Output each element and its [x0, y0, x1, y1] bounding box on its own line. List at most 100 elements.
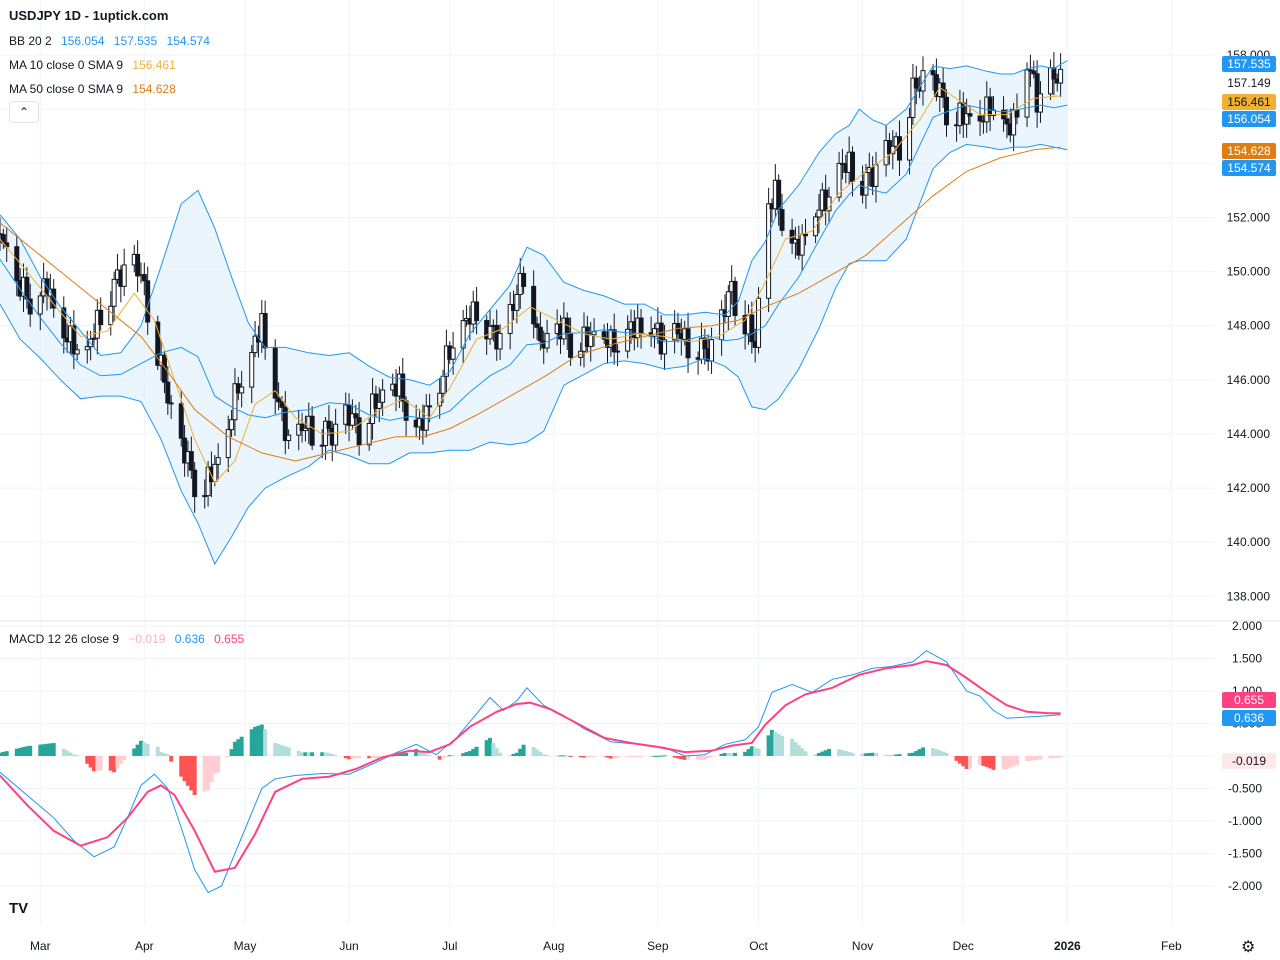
macd-histogram-bar: [635, 756, 640, 757]
macd-histogram-bar: [813, 754, 818, 756]
legend-ma50[interactable]: MA 50 close 0 SMA 9 154.628: [9, 82, 176, 96]
macd-histogram-bar: [686, 756, 691, 760]
macd-histogram-bar: [118, 756, 123, 765]
macd-histogram-bar: [672, 756, 677, 758]
macd-histogram-bar: [1058, 756, 1063, 758]
candle-body: [366, 422, 372, 446]
macd-histogram-bar: [236, 739, 241, 756]
macd-histogram-bar: [461, 753, 466, 756]
gear-icon[interactable]: ⚙: [1241, 939, 1256, 956]
macd-histogram-bar: [733, 752, 738, 756]
candle-body: [907, 117, 913, 161]
tag-last-price: 157.149: [1222, 75, 1276, 91]
macd-histogram-bar: [934, 749, 939, 756]
macd-histogram-bar: [71, 754, 76, 756]
macd-histogram-bar: [897, 754, 902, 756]
macd-histogram-bar: [488, 737, 493, 756]
macd-histogram-bar: [803, 751, 808, 756]
macd-histogram-bar: [561, 755, 566, 757]
macd-histogram-bar: [719, 753, 724, 756]
price-axis-label: 152.000: [1227, 210, 1271, 224]
macd-histogram-bar: [518, 748, 523, 756]
macd-histogram-bar: [162, 753, 167, 756]
macd-histogram-bar: [85, 756, 90, 764]
macd-histogram-bar: [608, 756, 613, 759]
candle-body: [732, 280, 738, 316]
candle-body: [353, 413, 359, 419]
macd-histogram-bar: [874, 753, 879, 756]
macd-histogram-bar: [24, 746, 29, 756]
legend-bb[interactable]: BB 20 2 156.054 157.535 154.574: [9, 34, 210, 48]
candle-body: [309, 415, 315, 446]
candle-body: [161, 354, 167, 383]
candle-body: [74, 349, 80, 355]
macd-line: [0, 650, 1061, 894]
macd-histogram-bar: [4, 751, 9, 756]
candle-body: [779, 209, 785, 231]
macd-histogram-bar: [1038, 756, 1043, 760]
macd-histogram-bar: [394, 754, 399, 756]
macd-histogram-bar: [353, 756, 358, 759]
macd-histogram-bar: [414, 749, 419, 756]
macd-histogram-bar: [1008, 756, 1013, 768]
macd-histogram-bar: [417, 750, 422, 756]
tag-bb-mid: 156.054: [1222, 111, 1276, 127]
macd-histogram-bar: [790, 738, 795, 756]
macd-histogram-bar: [941, 751, 946, 756]
candle-body: [1058, 68, 1064, 84]
legend-ma10[interactable]: MA 10 close 0 SMA 9 156.461: [9, 58, 176, 72]
tradingview-logo[interactable]: TV: [9, 900, 29, 917]
time-axis-label: 2026: [1054, 939, 1081, 953]
candle-body: [111, 278, 117, 307]
bb-lower-line: [0, 143, 1068, 565]
macd-histogram-bar: [662, 755, 667, 757]
candle-body: [615, 350, 621, 353]
macd-histogram-bar: [920, 747, 925, 756]
legend-ma10-label: MA 10 close 0 SMA 9: [9, 58, 124, 72]
macd-histogram-bar: [910, 752, 915, 756]
collapse-legend-button[interactable]: ⌃: [9, 101, 39, 123]
macd-axis-label: 1.500: [1232, 652, 1262, 666]
macd-histogram-bar: [743, 751, 748, 756]
candle-body: [71, 325, 77, 355]
candle-body: [98, 309, 104, 326]
macd-histogram-bar: [682, 756, 687, 760]
macd-histogram-bar: [753, 747, 758, 756]
macd-histogram-bar: [404, 752, 409, 756]
macd-histogram-bar: [320, 752, 325, 756]
price-axis-label: 142.000: [1227, 481, 1271, 495]
legend-macd[interactable]: MACD 12 26 close 9 −0.019 0.636 0.655: [9, 632, 244, 646]
tag-bb-upper: 157.535: [1222, 56, 1276, 72]
macd-histogram-bar: [471, 748, 476, 756]
macd-histogram-bar: [112, 756, 117, 773]
candle-body: [537, 326, 543, 342]
macd-histogram-bar: [699, 756, 704, 760]
macd-histogram-bar: [675, 756, 680, 759]
macd-histogram-bar: [659, 755, 664, 757]
macd-histogram-bar: [545, 754, 550, 756]
macd-histogram-bar: [625, 756, 630, 757]
tag-bb-lower: 154.574: [1222, 160, 1276, 176]
candle-body: [349, 413, 355, 426]
legend-macd-hist: −0.019: [128, 632, 166, 646]
candle-body: [474, 301, 480, 321]
macd-histogram-bar: [41, 744, 46, 756]
candle-body: [440, 375, 446, 394]
macd-histogram-bar: [273, 743, 278, 756]
ma50-line: [0, 146, 1061, 462]
macd-histogram-bar: [367, 756, 372, 759]
candle-body: [61, 307, 67, 339]
macd-histogram-bar: [639, 756, 644, 757]
macd-histogram-bar: [541, 754, 546, 756]
macd-histogram-bar: [615, 756, 620, 758]
macd-histogram-bar: [944, 752, 949, 756]
macd-histogram-bar: [981, 756, 986, 766]
macd-histogram-bar: [390, 755, 395, 757]
macd-histogram-bar: [628, 756, 633, 757]
macd-histogram-bar: [867, 753, 872, 756]
macd-histogram-bar: [51, 743, 56, 756]
candle-body: [91, 337, 97, 340]
macd-histogram-bar: [967, 756, 972, 768]
time-axis-label: Jun: [339, 939, 358, 953]
